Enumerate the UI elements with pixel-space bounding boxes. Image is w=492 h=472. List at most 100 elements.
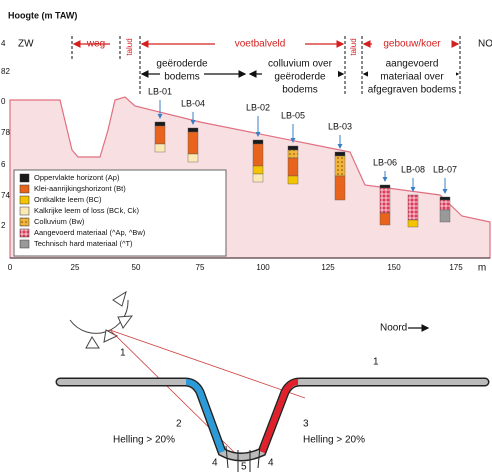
x-label: 50 [132,263,141,272]
zone-label: NO [478,39,492,50]
description: materiaal over [380,72,444,83]
bottom-figure: Noord 1 1 2 3 4 5 4 Helling > 20% Hellin… [55,290,490,472]
soil-layer [252,139,264,145]
soil-layer [154,121,166,127]
description: bodems [164,72,200,83]
x-label: 100 [256,263,270,272]
soil-layer [439,196,451,201]
legend: Oppervlakte horizont (Ap) Klei-aanrijking… [13,169,227,257]
profile-label: LB-08 [401,164,425,174]
profile-label: LB-05 [281,110,305,120]
segment-ticks [225,445,261,472]
section-label: 4 [268,458,274,469]
soil-layer [379,187,391,214]
x-label: 75 [196,263,205,272]
slope-left [185,379,225,454]
x-label: 25 [71,263,80,272]
soil-layer [154,125,166,145]
soil-layer [187,153,199,163]
soil-layer [334,155,346,177]
x-label: m [478,263,486,274]
legend-label: Technisch hard materiaal (^T) [34,239,133,248]
soil-layer [334,175,346,201]
legend-swatch [19,206,30,216]
soil-layer [287,149,299,159]
soil-layer [252,165,264,175]
profile-label: LB-06 [373,157,397,167]
north-label: Noord [380,323,407,334]
section-label: 1 [120,348,126,359]
legend-swatch [19,173,30,183]
slope-label: Helling > 20% [303,435,365,446]
section-label: 1 [373,357,379,368]
description: geëroderde [274,72,326,83]
description: afgegraven bodems [368,85,456,96]
y-label: 82 [1,67,10,76]
legend-label: Kalkrijke leem of loss (BCk, Ck) [34,206,140,215]
profile-label: LB-07 [433,164,457,174]
soil-layer [407,219,419,228]
x-label: 125 [321,263,335,272]
sun-rays [85,290,134,349]
zone-label: voetbalveld [235,39,286,50]
top-figure: Hoogte (m TAW) 4 82 0 78 6 74 2 0 25 50 … [1,10,492,273]
soil-layer [379,212,391,226]
legend-label: Aangevoerd materiaal (^Ap, ^Bw) [34,228,146,237]
zone-label: gebouw/koer [383,39,441,50]
profile-label: LB-03 [328,121,352,131]
description: aangevoerd [386,59,439,70]
soil-layer [187,131,199,155]
x-label: 150 [387,263,401,272]
zone-label: talud [349,38,358,55]
legend-swatch [19,239,30,249]
soil-layer [439,209,451,223]
soil-layer [287,145,299,151]
soil-layer [187,127,199,133]
legend-swatch [19,228,30,238]
soil-layer [287,175,299,185]
legend-label: Ontkalkte leem (BC) [34,195,102,204]
profile-label: LB-02 [246,102,270,112]
soil-profiles: LB-01 LB-04 LB-02 LB-05 LB-03 LB-06 LB-08 LB-07 [148,86,457,228]
legend-label: Oppervlakte horizont (Ap) [34,173,120,182]
zone-label: weg [86,39,105,50]
zone-label: ZW [18,39,34,50]
y-label: 0 [1,97,6,106]
soil-layer [252,143,264,167]
y-label: 2 [1,221,6,230]
profile-label: LB-04 [181,98,205,108]
slope-label: Helling > 20% [113,435,175,446]
soil-layer [439,199,451,211]
x-label: 0 [8,263,13,272]
soil-layer [154,143,166,153]
soil-layer [287,157,299,177]
soil-layer [407,194,419,221]
soil-layer [379,184,391,189]
y-label: 6 [1,160,6,169]
section-label: 4 [212,458,218,469]
y-label: 78 [1,128,10,137]
y-axis-title: Hoogte (m TAW) [8,10,77,20]
legend-label: Colluvium (Bw) [34,217,85,226]
y-label: 74 [1,191,10,200]
profile-label: LB-01 [148,86,172,96]
zone-dividers [71,36,461,96]
section-label: 3 [303,419,309,430]
y-labels: 4 82 0 78 6 74 2 [1,39,10,230]
soil-layer [334,151,346,157]
section-label: 5 [241,462,247,472]
description: geëroderde [156,59,208,70]
legend-swatch [19,184,30,194]
section-label: 2 [176,419,182,430]
description: colluvium over [268,59,333,70]
legend-swatch [19,195,30,205]
zone-label: talud [125,38,134,55]
soil-layer [252,173,264,183]
slope-right [259,379,299,454]
legend-swatch [19,217,30,227]
y-label: 4 [1,39,6,48]
description: bodems [282,85,318,96]
x-label: 175 [449,263,463,272]
legend-label: Klei-aanrijkingshorizont (Bt) [34,184,126,193]
